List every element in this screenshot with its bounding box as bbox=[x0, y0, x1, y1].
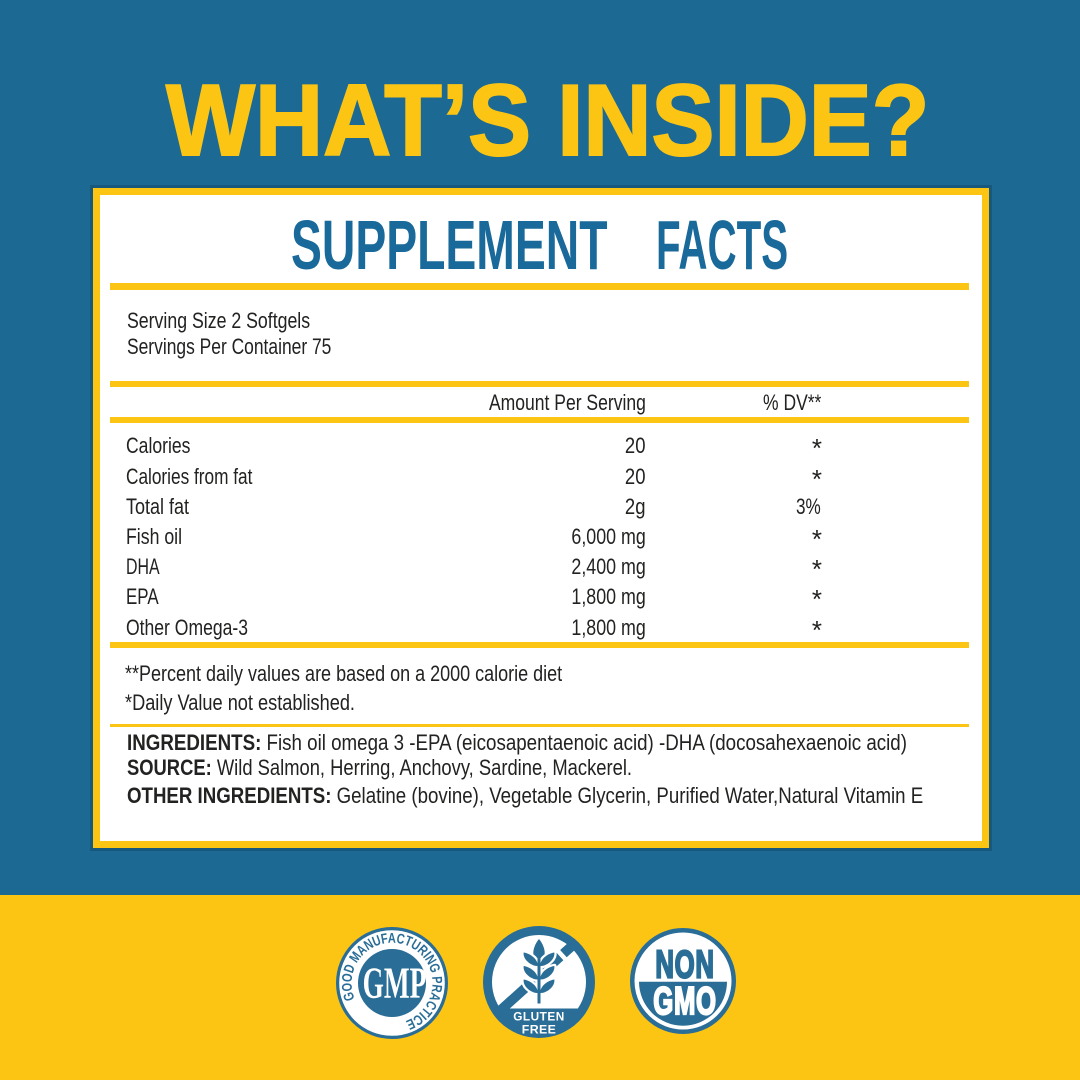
svg-text:GLUTEN: GLUTEN bbox=[513, 1010, 565, 1024]
svg-text:NON: NON bbox=[655, 943, 714, 987]
svg-text:FREE: FREE bbox=[522, 1023, 556, 1037]
svg-text:GMP: GMP bbox=[363, 958, 427, 1007]
svg-text:GMO: GMO bbox=[653, 980, 716, 1024]
